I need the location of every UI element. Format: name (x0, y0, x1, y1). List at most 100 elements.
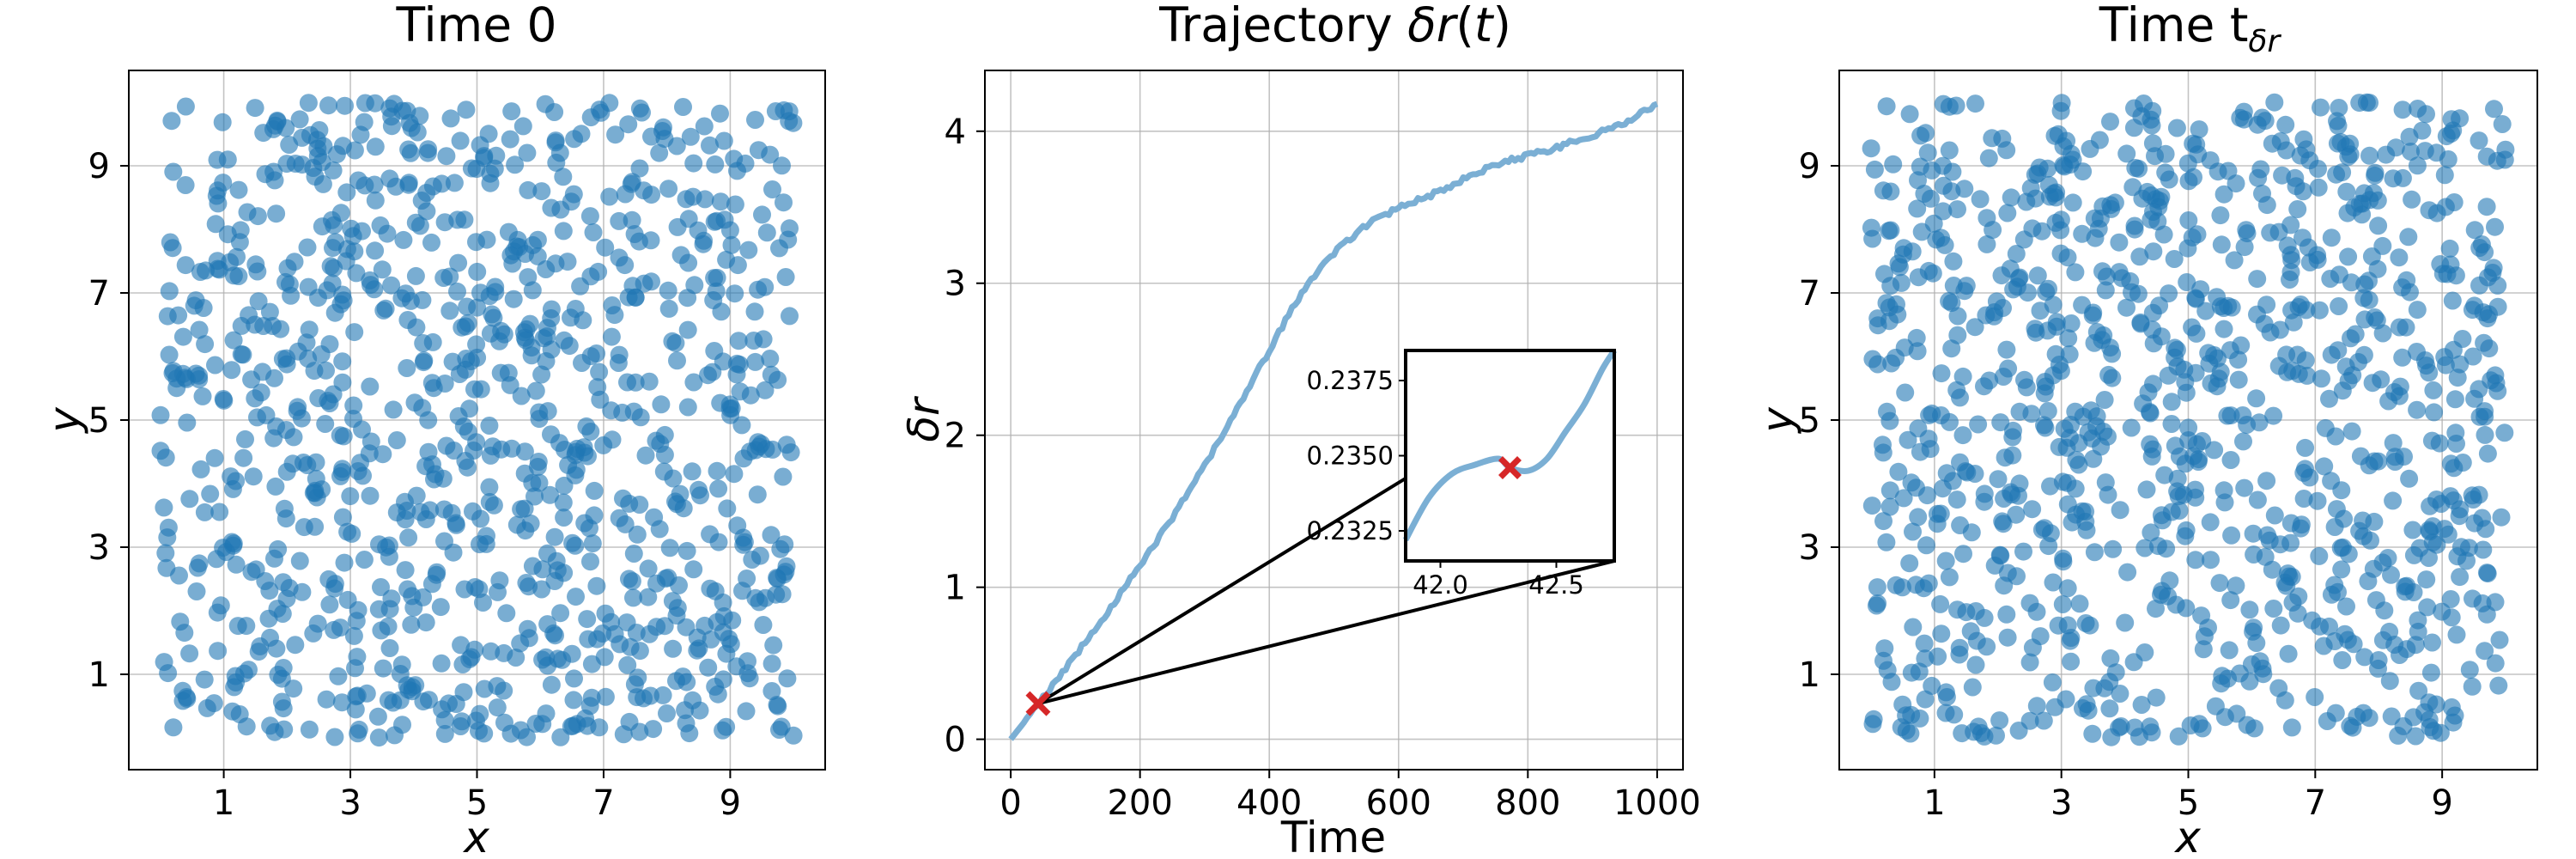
scatter-point (2261, 223, 2280, 242)
scatter-point (2373, 631, 2392, 649)
scatter-point (432, 654, 451, 673)
scatter-point (2194, 640, 2213, 659)
x-tick-label: 9 (720, 783, 741, 823)
scatter-point (1880, 497, 1899, 516)
scatter-point (1936, 551, 1955, 570)
scatter-point (730, 355, 749, 374)
scatter-point (684, 154, 703, 173)
scatter-point (1998, 628, 2017, 647)
panel-1-points (151, 94, 803, 747)
scatter-point (1910, 662, 1929, 681)
scatter-point (530, 410, 549, 429)
scatter-point (2079, 423, 2098, 442)
scatter-point (2441, 590, 2460, 608)
panel-1-x-label: x (462, 813, 489, 859)
scatter-point (380, 547, 398, 566)
inset-trajectory-line (1402, 349, 1617, 542)
scatter-point (728, 256, 747, 275)
scatter-point (248, 207, 267, 226)
scatter-point (176, 97, 195, 116)
scatter-point (211, 596, 230, 615)
scatter-point (2465, 221, 2484, 240)
scatter-point (1940, 141, 1959, 160)
scatter-point (709, 479, 728, 498)
scatter-point (2382, 707, 2401, 726)
scatter-point (1880, 481, 1899, 500)
scatter-point (1892, 273, 1911, 292)
scatter-point (2409, 681, 2428, 700)
scatter-point (396, 510, 415, 529)
scatter-point (1874, 512, 1893, 531)
scatter-point (156, 544, 175, 563)
scatter-point (667, 672, 685, 691)
scatter-point (2264, 406, 2283, 425)
panel-3-title: Time tδr (2099, 0, 2282, 59)
scatter-point (674, 499, 693, 518)
inset-x-tick-label: 42.0 (1413, 570, 1468, 600)
x-tick-label: 5 (466, 783, 488, 823)
scatter-point (461, 352, 480, 371)
scatter-point (467, 160, 486, 179)
scatter-point (2124, 653, 2143, 672)
scatter-point (319, 392, 337, 411)
connector-line-bottom (1037, 559, 1615, 706)
scatter-point (414, 334, 433, 352)
scatter-point (2037, 283, 2056, 302)
scatter-point (596, 238, 615, 257)
scatter-point (353, 420, 371, 439)
x-tick-label: 400 (1236, 783, 1302, 823)
scatter-point (2404, 583, 2423, 601)
scatter-point (639, 588, 658, 606)
scatter-point (268, 113, 287, 131)
scatter-point (2354, 289, 2373, 308)
panel-1-y-ticks: 1 3 5 7 9 (88, 147, 129, 695)
scatter-point (542, 675, 561, 694)
scatter-point (732, 416, 751, 435)
scatter-point (699, 658, 718, 677)
scatter-point (574, 438, 593, 457)
scatter-point (761, 350, 780, 368)
scatter-point (2294, 463, 2313, 482)
scatter-point (2297, 301, 2316, 320)
scatter-point (1991, 413, 2010, 432)
scatter-point (753, 205, 771, 224)
scatter-point (774, 467, 793, 486)
scatter-point (347, 264, 366, 283)
scatter-point (368, 707, 387, 726)
scatter-point (230, 705, 249, 723)
scatter-point (2057, 690, 2075, 709)
scatter-point (333, 285, 352, 304)
scatter-point (2166, 595, 2185, 614)
scatter-point (2168, 469, 2187, 488)
scatter-point (2424, 381, 2443, 399)
scatter-point (2360, 456, 2379, 475)
scatter-point (522, 346, 541, 365)
scatter-point (2408, 156, 2427, 175)
scatter-point (2476, 642, 2494, 661)
scatter-point (2122, 418, 2141, 437)
scatter-point (2423, 633, 2441, 652)
scatter-point (2474, 540, 2493, 559)
scatter-point (2038, 402, 2057, 420)
scatter-point (2394, 716, 2413, 735)
scatter-point (1888, 305, 1907, 324)
scatter-point (576, 709, 595, 728)
scatter-point (1947, 490, 1966, 509)
scatter-point (2440, 239, 2459, 258)
scatter-point (333, 508, 352, 527)
scatter-point (458, 297, 477, 316)
scatter-point (1966, 655, 1985, 674)
scatter-point (1911, 126, 1930, 145)
scatter-point (2420, 710, 2439, 729)
scatter-point (2221, 591, 2240, 610)
scatter-point (1893, 695, 1912, 714)
scatter-point (771, 539, 790, 558)
scatter-point (2211, 206, 2230, 225)
scatter-point (2406, 727, 2425, 746)
scatter-point (1902, 473, 1921, 492)
scatter-point (299, 277, 318, 296)
scatter-point (2406, 636, 2425, 655)
marked-point-cross (1025, 691, 1051, 716)
scatter-point (300, 320, 319, 339)
scatter-point (2343, 366, 2362, 385)
